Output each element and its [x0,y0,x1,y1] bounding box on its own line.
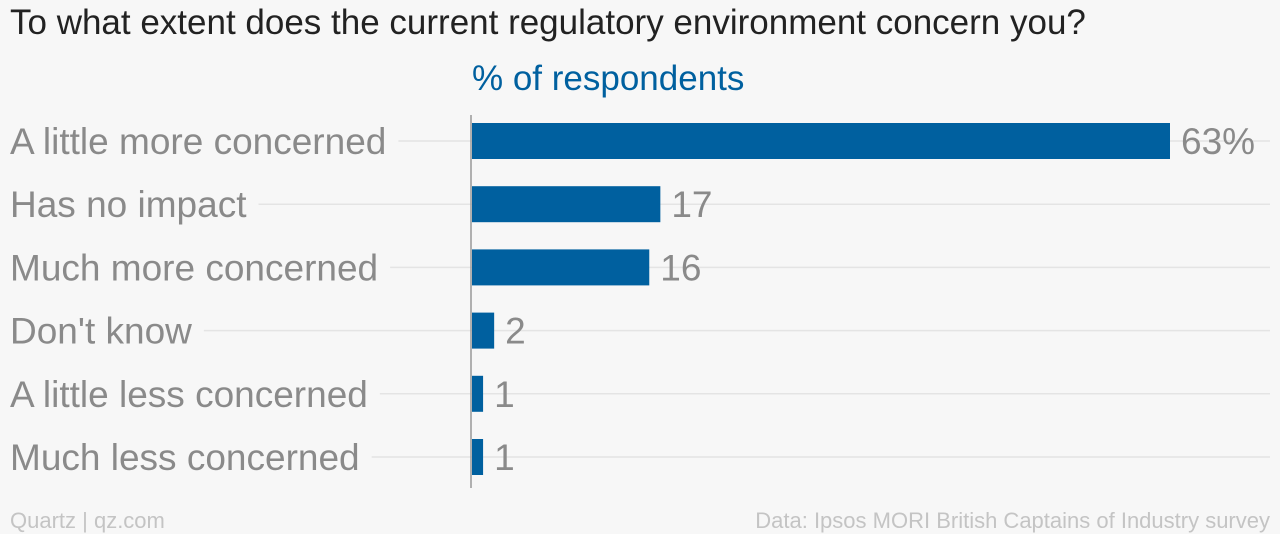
value-labels: 63% 17 16 2 1 1 [494,121,1255,478]
bar [472,186,661,223]
value-label: 17 [671,184,712,225]
chart-title: To what extent does the current regulato… [10,3,1086,42]
category-label: Much more concerned [10,247,378,288]
value-label: 1 [494,437,515,478]
category-label: Has no impact [10,184,247,225]
category-label: A little more concerned [10,121,386,162]
bars [472,123,1170,475]
category-label: Don't know [10,311,192,352]
bar [472,249,650,286]
footer-source-right: Data: Ipsos MORI British Captains of Ind… [755,508,1270,533]
bar [472,375,484,412]
category-label: Much less concerned [10,437,360,478]
bar [472,312,495,349]
chart-subtitle: % of respondents [472,59,744,98]
value-label: 16 [660,247,701,288]
bar [472,123,1170,159]
value-label: 63% [1181,121,1255,162]
bar [472,439,484,475]
category-labels: A little more concerned Has no impact Much… [10,121,386,478]
category-label: A little less concerned [10,374,368,415]
value-label: 1 [494,374,515,415]
footer-source-left: Quartz | qz.com [10,508,165,533]
value-label: 2 [505,311,526,352]
